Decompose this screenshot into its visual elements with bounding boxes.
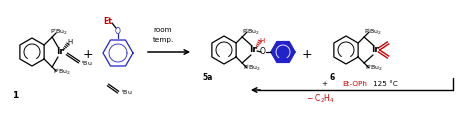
Text: Ir: Ir: [371, 46, 379, 55]
Text: O: O: [115, 26, 121, 35]
Text: +: +: [322, 81, 330, 87]
Text: P$^t$Bu$_2$: P$^t$Bu$_2$: [365, 63, 383, 73]
Text: O: O: [260, 48, 266, 57]
Text: +: +: [82, 48, 93, 60]
Text: Ir: Ir: [249, 46, 257, 55]
Text: P$^t$Bu$_2$: P$^t$Bu$_2$: [242, 27, 260, 37]
Text: temp.: temp.: [152, 37, 173, 43]
Text: 6: 6: [329, 73, 335, 82]
Text: $^t$Bu: $^t$Bu: [81, 60, 93, 68]
Text: H: H: [259, 38, 264, 44]
Text: Et-OPh: Et-OPh: [343, 81, 367, 87]
Text: $^t$Bu: $^t$Bu: [121, 89, 133, 97]
Text: P$^t$Bu$_2$: P$^t$Bu$_2$: [50, 27, 68, 37]
Polygon shape: [271, 42, 295, 62]
Text: 125 °C: 125 °C: [373, 81, 397, 87]
Text: Ir: Ir: [56, 48, 64, 57]
Text: room: room: [154, 27, 173, 33]
Text: $-$ C$_2$H$_4$: $-$ C$_2$H$_4$: [306, 93, 334, 105]
Text: P$^t$Bu$_2$: P$^t$Bu$_2$: [243, 63, 261, 73]
Text: H: H: [67, 39, 73, 45]
Text: Et: Et: [103, 18, 112, 26]
Text: 1: 1: [12, 91, 18, 99]
Text: 5a: 5a: [203, 73, 213, 82]
Text: +: +: [301, 48, 312, 60]
Text: P$^t$Bu$_2$: P$^t$Bu$_2$: [364, 27, 383, 37]
Text: P$^t$Bu$_2$: P$^t$Bu$_2$: [53, 67, 71, 77]
